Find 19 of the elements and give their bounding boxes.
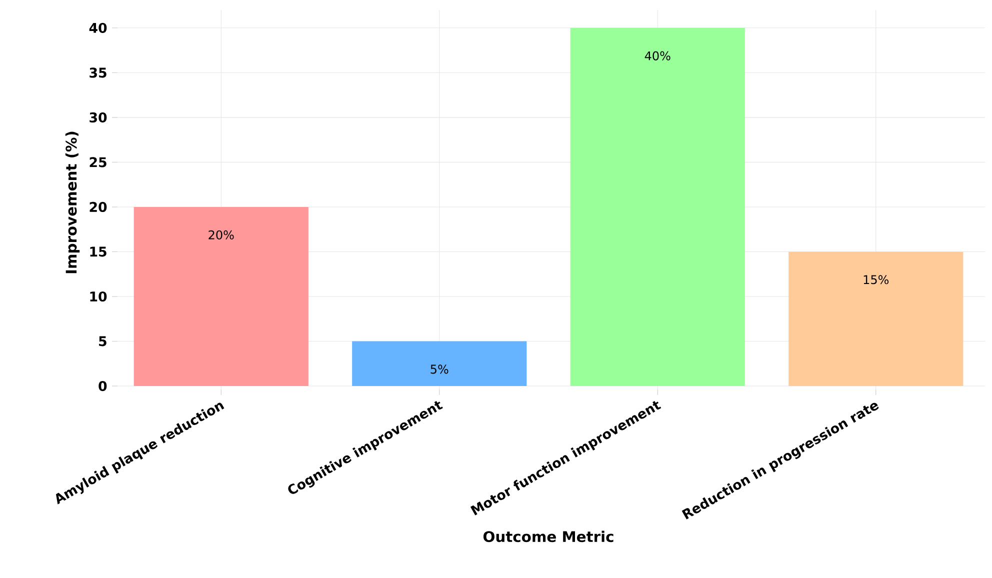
bar [352,341,527,386]
x-axis-title: Outcome Metric [483,530,614,542]
y-axis-title: Improvement (%) [65,132,80,274]
y-tick-label: 20 [90,202,107,212]
data-label: 5% [430,364,448,374]
y-tick-label: 15 [90,246,106,257]
y-tick-label: 40 [89,22,107,33]
data-label: 40% [644,51,670,60]
y-tick-label: 30 [90,112,107,122]
data-label: 15% [864,275,889,284]
bar [134,206,308,386]
y-tick-label: 10 [90,291,107,302]
bar [570,28,745,386]
data-label: 20% [208,230,234,240]
y-tick-label: 35 [90,68,106,78]
y-tick-label: 25 [90,157,106,168]
bar [788,252,964,386]
y-tick-label: 0 [98,380,107,392]
y-tick-label: 5 [99,336,106,346]
